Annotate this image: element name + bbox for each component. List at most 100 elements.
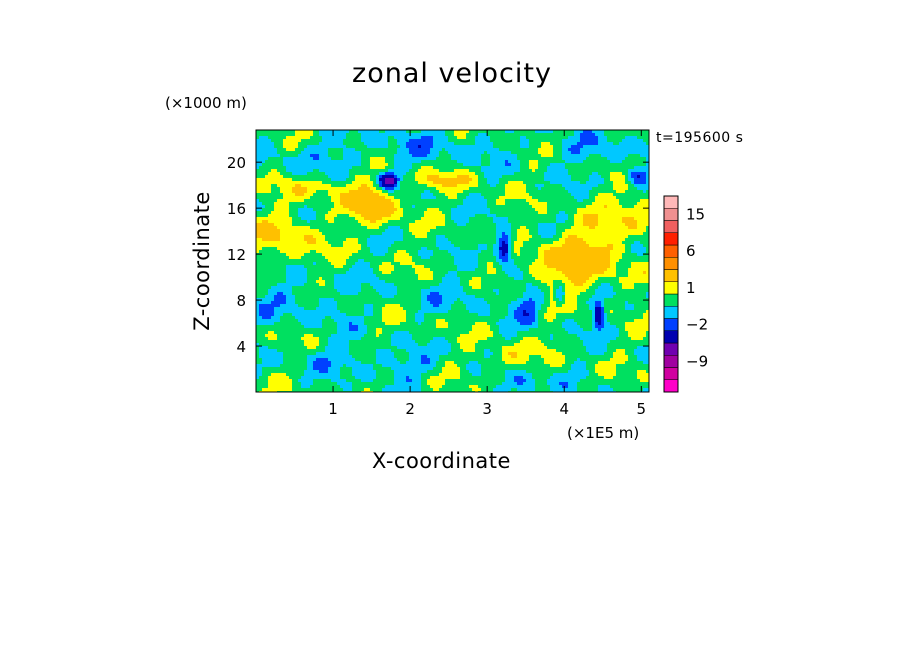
heatmap-cell bbox=[328, 151, 344, 155]
heatmap-cell bbox=[331, 178, 347, 182]
heatmap-cell bbox=[433, 274, 446, 278]
heatmap-cell bbox=[529, 313, 536, 317]
heatmap-cell bbox=[406, 172, 416, 176]
y-tick-label: 12 bbox=[227, 246, 246, 264]
heatmap-cell bbox=[562, 295, 566, 299]
heatmap-cell bbox=[547, 319, 554, 323]
heatmap-cell bbox=[568, 190, 590, 194]
heatmap-cell bbox=[583, 223, 599, 227]
heatmap-cell bbox=[424, 190, 431, 194]
heatmap-cell bbox=[508, 244, 512, 248]
heatmap-cell bbox=[256, 280, 287, 284]
heatmap-cell bbox=[481, 157, 491, 161]
heatmap-cell bbox=[256, 283, 278, 287]
heatmap-cell bbox=[574, 133, 581, 137]
heatmap-cell bbox=[613, 388, 644, 392]
heatmap-cell bbox=[481, 154, 491, 158]
heatmap-cell bbox=[361, 160, 371, 164]
heatmap-cell bbox=[487, 301, 512, 305]
heatmap-cell bbox=[529, 355, 542, 359]
heatmap-cell bbox=[556, 226, 572, 230]
heatmap-cell bbox=[538, 247, 551, 251]
colorbar-swatch bbox=[663, 318, 679, 331]
heatmap-cell bbox=[598, 286, 614, 290]
heatmap-cell bbox=[538, 223, 557, 227]
heatmap-cell bbox=[412, 334, 461, 338]
heatmap-cell bbox=[526, 184, 536, 188]
heatmap-cell bbox=[394, 379, 407, 383]
heatmap-cell bbox=[496, 229, 512, 233]
heatmap-cell bbox=[436, 325, 449, 329]
heatmap-cell bbox=[358, 187, 371, 191]
heatmap-cell bbox=[262, 367, 308, 371]
heatmap-cell bbox=[586, 205, 605, 209]
heatmap-cell bbox=[481, 373, 506, 377]
heatmap-cell bbox=[646, 172, 649, 176]
heatmap-cell bbox=[403, 307, 422, 311]
heatmap-cell bbox=[595, 370, 617, 374]
heatmap-cell bbox=[418, 343, 428, 347]
heatmap-cell bbox=[511, 163, 521, 167]
heatmap-cell bbox=[301, 376, 341, 380]
time-label: t=195600 s bbox=[656, 130, 744, 146]
heatmap-cell bbox=[610, 259, 620, 263]
heatmap-cell bbox=[454, 259, 479, 263]
heatmap-cell bbox=[370, 178, 377, 182]
heatmap-cell bbox=[481, 160, 491, 164]
heatmap-cell bbox=[289, 376, 302, 380]
heatmap-cell bbox=[262, 361, 284, 365]
heatmap-cell bbox=[637, 136, 649, 140]
heatmap-cell bbox=[586, 361, 599, 365]
heatmap-cell bbox=[490, 211, 539, 215]
heatmap-cell bbox=[475, 136, 491, 140]
heatmap-cell bbox=[256, 346, 260, 350]
heatmap-cell bbox=[316, 217, 326, 221]
heatmap-cell bbox=[277, 349, 326, 353]
heatmap-cell bbox=[334, 265, 344, 269]
heatmap-cell bbox=[304, 370, 320, 374]
heatmap-cell bbox=[349, 268, 374, 272]
heatmap-cell bbox=[313, 361, 332, 365]
colorbar-swatch bbox=[663, 269, 679, 282]
heatmap-cell bbox=[271, 184, 278, 188]
heatmap-cell bbox=[565, 187, 593, 191]
heatmap-cell bbox=[385, 280, 443, 284]
heatmap-cell bbox=[283, 139, 302, 143]
chart-title: zonal velocity bbox=[352, 58, 552, 89]
heatmap-cell bbox=[490, 154, 518, 158]
heatmap-cell bbox=[577, 142, 599, 146]
heatmap-cell bbox=[646, 370, 649, 374]
heatmap-cell bbox=[478, 133, 488, 137]
heatmap-cell bbox=[601, 154, 629, 158]
heatmap-cell bbox=[625, 247, 632, 251]
heatmap-cell bbox=[274, 208, 290, 212]
heatmap-cell bbox=[460, 298, 485, 302]
heatmap-cell bbox=[382, 187, 386, 191]
heatmap-cell bbox=[325, 349, 350, 353]
heatmap-cell bbox=[292, 379, 299, 383]
heatmap-cell bbox=[628, 154, 641, 158]
heatmap-cell bbox=[331, 361, 362, 365]
heatmap-cell bbox=[382, 307, 404, 311]
heatmap-cell bbox=[463, 301, 488, 305]
heatmap-cell bbox=[376, 328, 383, 332]
heatmap-cell bbox=[301, 139, 323, 143]
heatmap-cell bbox=[628, 358, 638, 362]
heatmap-cell bbox=[256, 277, 287, 281]
heatmap-cell bbox=[265, 334, 278, 338]
heatmap-cell bbox=[454, 256, 479, 260]
heatmap-cell bbox=[343, 142, 365, 146]
heatmap-cell bbox=[493, 244, 500, 248]
heatmap-cell bbox=[544, 316, 557, 320]
heatmap-cell bbox=[388, 193, 422, 197]
heatmap-cell bbox=[568, 217, 575, 221]
heatmap-cell bbox=[550, 247, 614, 251]
heatmap-cell bbox=[613, 286, 623, 290]
heatmap-cell bbox=[568, 385, 578, 389]
heatmap-cell bbox=[442, 280, 461, 284]
heatmap-cell bbox=[592, 202, 620, 206]
heatmap-cell bbox=[334, 274, 377, 278]
heatmap-cell bbox=[604, 133, 649, 137]
heatmap-cell bbox=[376, 376, 395, 380]
heatmap-cell bbox=[379, 178, 386, 182]
